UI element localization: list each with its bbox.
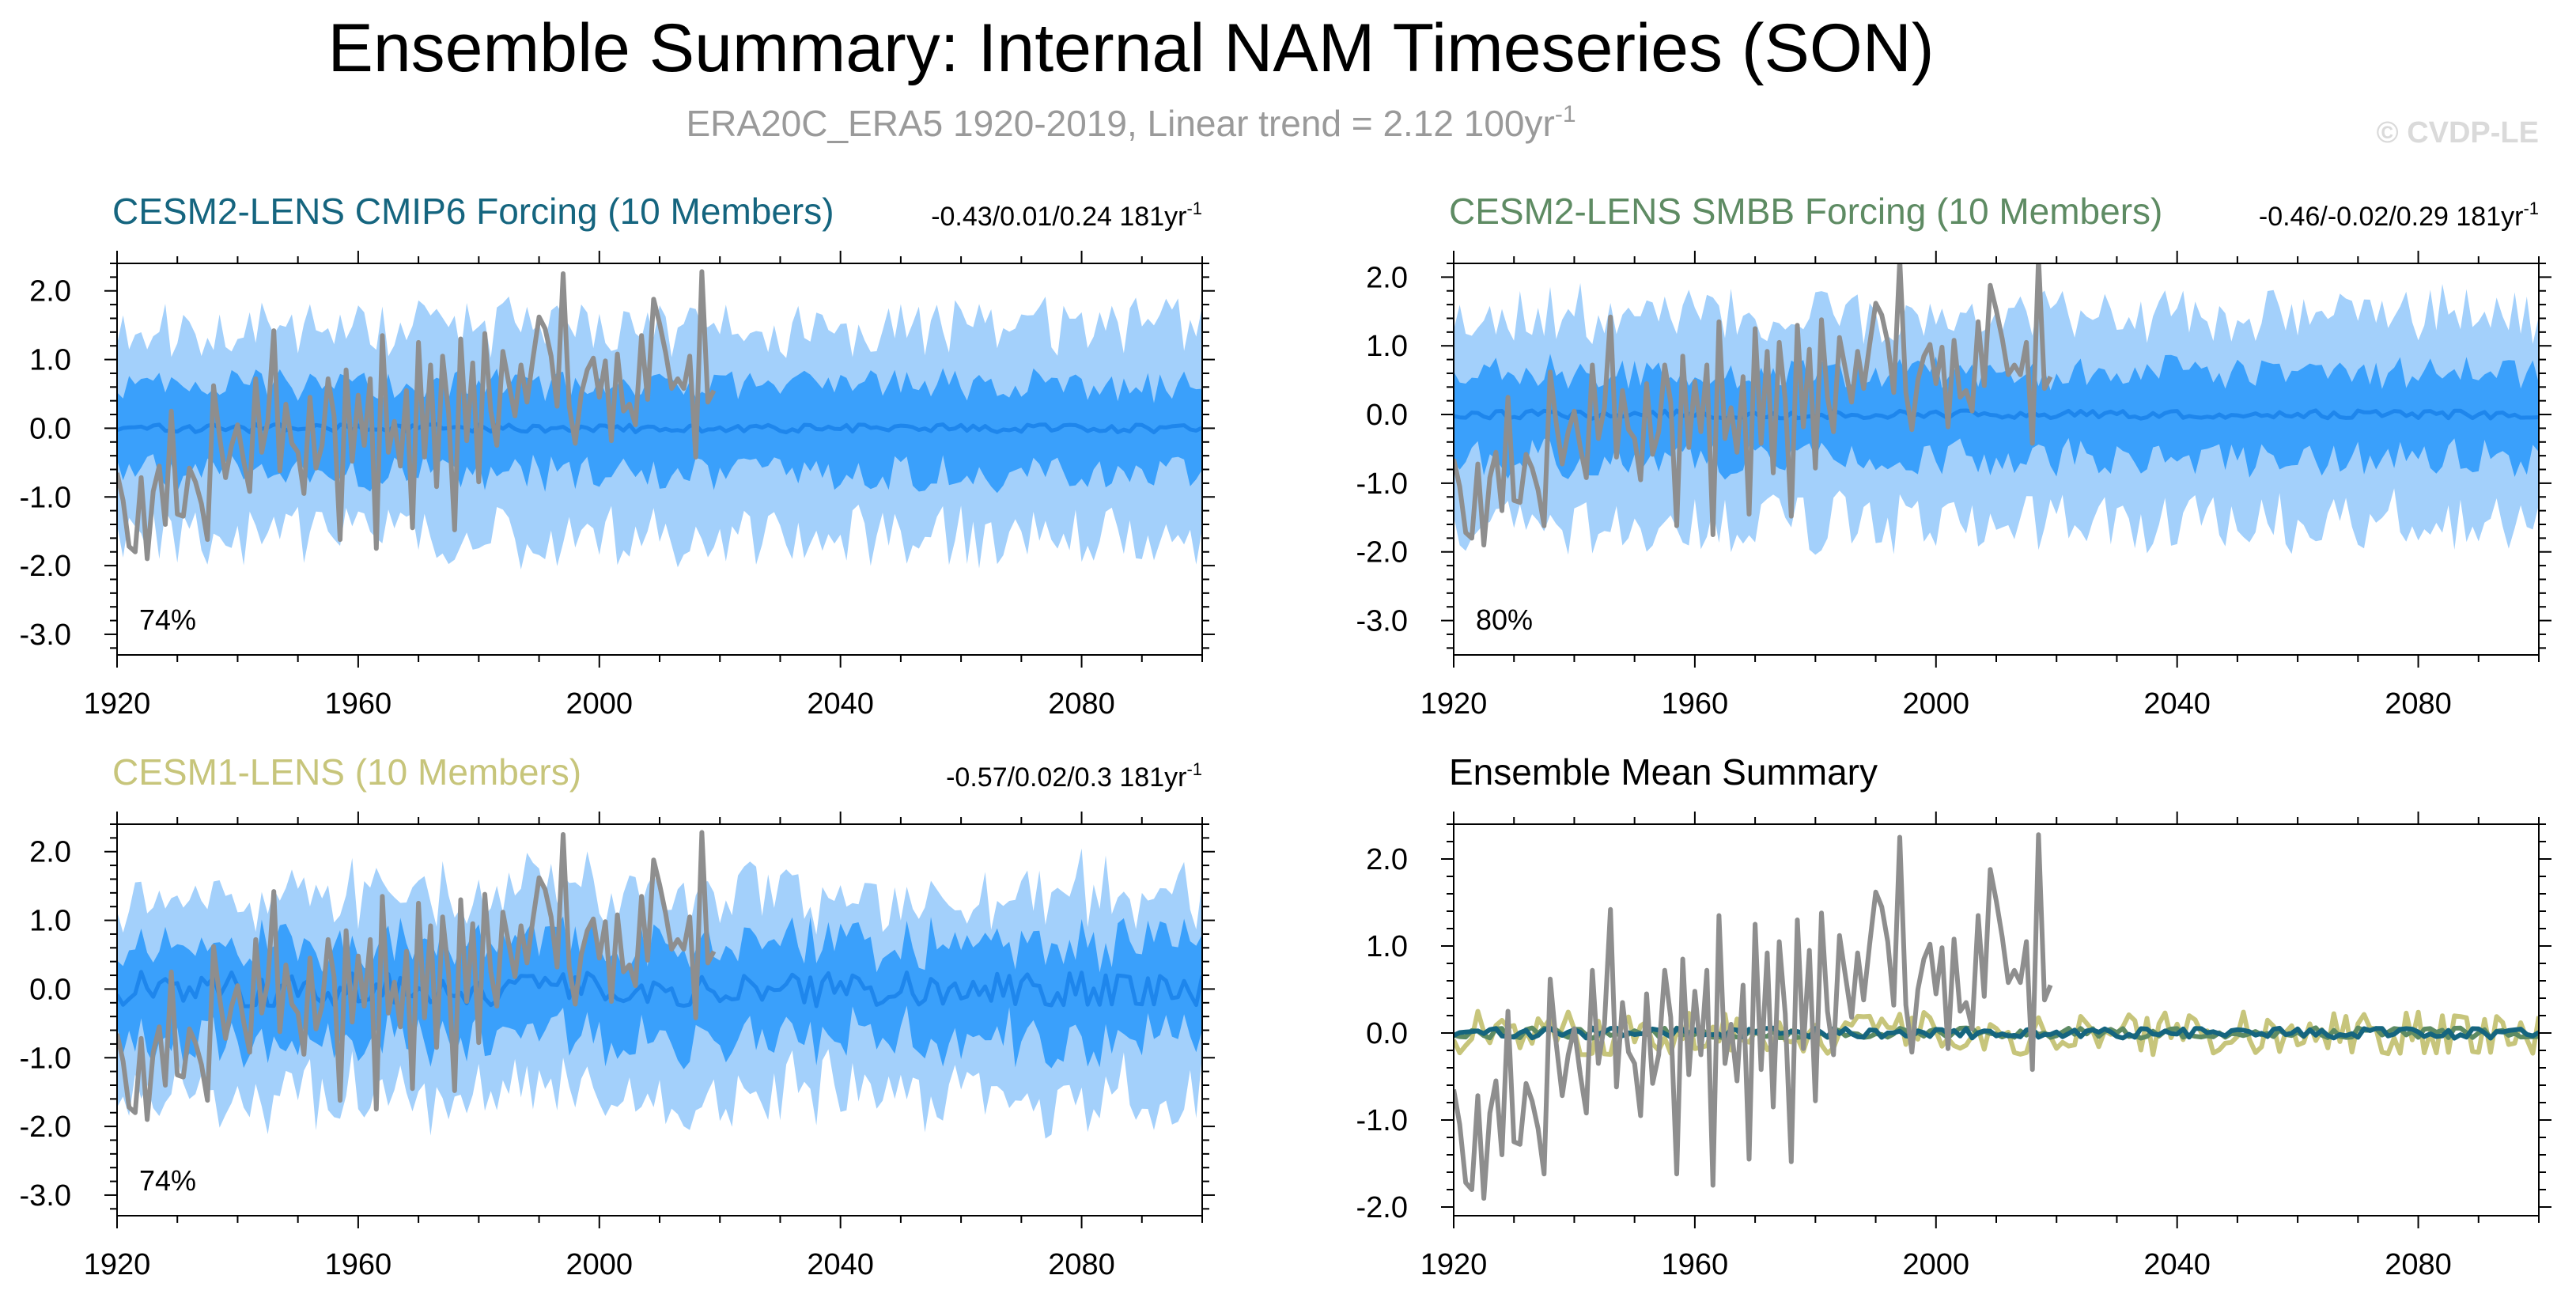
x-tick-label: 2080 [2385,1248,2452,1281]
x-tick-label: 1960 [325,687,392,721]
panel-cesm1: 1920 1960 2000 2040 2080 2.0 1.0 0.0 -1.0 -2.0 -3.… [20,751,1215,1281]
y-tick-label: -2.0 [1356,536,1408,569]
y-tick-label: 1.0 [29,344,71,377]
panel-stats: -0.46/-0.02/0.29 181yr-1 [2259,199,2539,232]
y-tick-label: -3.0 [1356,605,1408,638]
plot-area [117,269,1202,569]
observed-line [1454,263,2053,548]
ensemble-mean-line [117,970,1202,1008]
stats-exponent: -1 [1186,199,1202,218]
y-tick-label: 1.0 [1366,330,1408,363]
stats-value: -0.43/0.01/0.24 181yr [931,202,1186,232]
panel-title: CESM1-LENS (10 Members) [112,751,581,793]
panel-title: CESM2-LENS CMIP6 Forcing (10 Members) [112,191,834,232]
x-tick-label: 2000 [566,1248,634,1281]
panel-cesm2_smbb: 1920 1960 2000 2040 2080 2.0 1.0 0.0 -1.0 -2.0 -3.… [1356,191,2551,721]
x-tick-label: 1960 [1662,687,1729,721]
watermark: © CVDP-LE [2377,116,2539,149]
percent-label: 80% [1476,604,1533,636]
x-tick-label: 2040 [807,687,874,721]
x-tick-label: 2080 [1048,1248,1115,1281]
x-tick-label: 1960 [1662,1248,1729,1281]
y-tick-label: 2.0 [1366,261,1408,294]
plot-area [1454,832,2539,1201]
y-tick-label: -1.0 [1356,1104,1408,1137]
panels: 1920 1960 2000 2040 2080 2.0 1.0 0.0 -1.0 -2.0 -3.… [20,191,2551,1281]
x-tick-label: 2040 [807,1248,874,1281]
y-tick-label: -3.0 [20,1179,71,1213]
y-tick-label: -3.0 [20,619,71,652]
panel-stats: -0.43/0.01/0.24 181yr-1 [931,199,1202,232]
panel-ens_mean_summary: 1920 1960 2000 2040 2080 2.0 1.0 0.0 -1.0 -2.0 Ens… [1356,751,2551,1281]
inner-range-band [117,916,1202,1069]
observed-line [117,830,717,1122]
panel-title: Ensemble Mean Summary [1449,751,1878,793]
y-tick-label: -2.0 [20,1111,71,1144]
plot-area [1454,263,2539,555]
x-tick-label: 1920 [1420,687,1488,721]
x-tick-label: 2080 [2385,687,2452,721]
y-tick-label: 0.0 [29,412,71,445]
figure-subtitle: ERA20C_ERA5 1920-2019, Linear trend = 2.… [686,101,1575,144]
plot-area [117,830,1202,1139]
observed-line [117,269,717,562]
y-tick-label: -2.0 [20,550,71,583]
y-tick-label: 1.0 [29,905,71,938]
x-tick-label: 2000 [1903,1248,1970,1281]
y-tick-label: -1.0 [20,1042,71,1075]
stats-value: -0.57/0.02/0.3 181yr [946,762,1186,793]
panel-cesm2_cmip6: 1920 1960 2000 2040 2080 2.0 1.0 0.0 -1.0 -2.0 -3.… [20,191,1215,721]
subtitle-exponent: -1 [1555,101,1576,127]
y-tick-label: 0.0 [1366,1017,1408,1050]
x-tick-label: 1920 [84,687,151,721]
subtitle-text: ERA20C_ERA5 1920-2019, Linear trend = 2.… [686,103,1554,144]
mean-line-cesm2_cmip6 [1454,1025,2539,1041]
x-tick-label: 2080 [1048,687,1115,721]
x-tick-label: 2000 [1903,687,1970,721]
stats-value: -0.46/-0.02/0.29 181yr [2259,202,2524,232]
x-tick-label: 2040 [2143,687,2211,721]
ensemble-mean-line [1454,408,2539,421]
x-tick-label: 1920 [84,1248,151,1281]
y-tick-label: -1.0 [20,481,71,514]
x-tick-label: 2040 [2143,1248,2211,1281]
y-tick-label: 1.0 [1366,930,1408,963]
y-tick-label: 0.0 [29,973,71,1006]
x-tick-label: 2000 [566,687,634,721]
panel-stats: -0.57/0.02/0.3 181yr-1 [946,759,1202,793]
y-tick-label: -1.0 [1356,467,1408,501]
percent-label: 74% [139,1164,196,1197]
y-tick-label: 2.0 [1366,843,1408,876]
y-tick-label: 2.0 [29,836,71,869]
observed-line [1454,832,2053,1201]
y-tick-label: 0.0 [1366,399,1408,432]
stats-exponent: -1 [2523,199,2539,218]
x-tick-label: 1960 [325,1248,392,1281]
y-tick-label: -2.0 [1356,1191,1408,1224]
percent-label: 74% [139,604,196,636]
mean-line-cesm1 [1454,1008,2539,1058]
stats-exponent: -1 [1186,759,1202,779]
figure-title: Ensemble Summary: Internal NAM Timeserie… [327,10,1934,86]
y-tick-label: 2.0 [29,275,71,308]
x-tick-label: 1920 [1420,1248,1488,1281]
ensemble-mean-line [117,422,1202,434]
panel-title: CESM2-LENS SMBB Forcing (10 Members) [1449,191,2162,232]
